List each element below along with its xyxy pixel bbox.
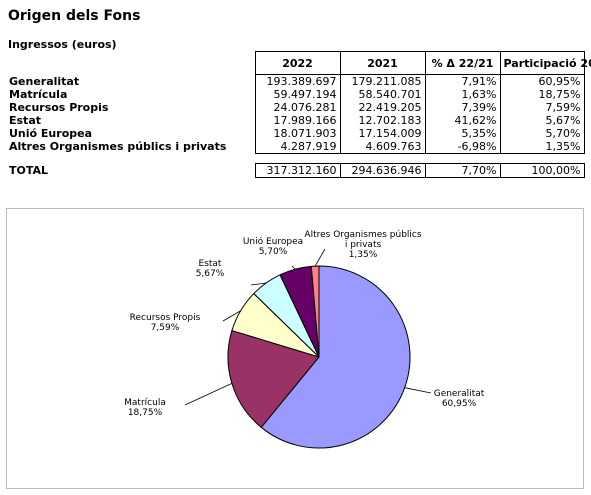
slice-label: Recursos Propis 7,59% [130, 313, 201, 333]
cell-share: 1,35% [499, 140, 585, 154]
column-header-2022: 2022 [254, 51, 341, 75]
slice-label: Matrícula 18,75% [124, 398, 166, 418]
page-title: Origen dels Fons [8, 8, 141, 24]
cell-change: 7,91% [424, 74, 501, 88]
table-subtitle: Ingressos (euros) [8, 38, 117, 51]
row-label: Estat [9, 114, 42, 127]
leader-line [250, 282, 267, 286]
table-row: Matrícula 59.497.194 58.540.701 1,63% 18… [6, 88, 585, 101]
cell-2022: 24.076.281 [254, 101, 341, 114]
leader-line [404, 387, 432, 394]
cell-2021: 17.154.009 [339, 127, 426, 140]
cell-2022: 18.071.903 [254, 127, 341, 140]
table-row: Recursos Propis 24.076.281 22.419.205 7,… [6, 101, 585, 114]
cell-share: 7,59% [499, 101, 585, 114]
cell-share: 5,70% [499, 127, 585, 140]
leader-line [291, 265, 296, 270]
cell-2022: 59.497.194 [254, 88, 341, 101]
total-label: TOTAL [9, 164, 49, 177]
row-label: Unió Europea [9, 127, 93, 140]
cell-2022: 17.989.166 [254, 114, 341, 127]
pie-slice-altres-organismes-p-blics-i-privats [310, 265, 320, 358]
cell-2021: 58.540.701 [339, 88, 426, 101]
cell-change: 5,35% [424, 127, 501, 140]
column-header-2021: 2021 [339, 51, 426, 75]
table-total-row: TOTAL 317.312.160 294.636.946 7,70% 100,… [6, 163, 585, 178]
cell-change: 1,63% [424, 88, 501, 101]
cell-share: 18,75% [499, 88, 585, 101]
cell-2021: 179.211.085 [339, 74, 426, 88]
cell-2022: 193.389.697 [254, 74, 341, 88]
cell-change: 7,39% [424, 101, 501, 114]
cell-change: -6,98% [424, 140, 501, 154]
leader-line [222, 310, 241, 322]
total-share: 100,00% [499, 163, 585, 178]
table-row: Estat 17.989.166 12.702.183 41,62% 5,67% [6, 114, 585, 127]
pie-chart-panel: Generalitat 60,95% Matrícula 18,75% Recursos… [6, 208, 584, 489]
slice-label: Generalitat 60,95% [434, 389, 485, 409]
cell-share: 60,95% [499, 74, 585, 88]
funds-table: 2022 2021 % Δ 22/21 Participació 2022 Ge… [6, 51, 591, 178]
row-label: Recursos Propis [9, 101, 109, 114]
table-header-blank [6, 52, 255, 75]
cell-2021: 4.609.763 [339, 140, 426, 154]
column-header-share: Participació 2022 [499, 51, 591, 75]
total-2021: 294.636.946 [339, 163, 426, 178]
table-spacer-row [6, 154, 584, 164]
leader-line [184, 383, 233, 406]
row-label: Generalitat [9, 74, 80, 88]
table-row: Unió Europea 18.071.903 17.154.009 5,35%… [6, 127, 585, 140]
row-label: Matrícula [9, 88, 68, 101]
cell-2022: 4.287.919 [254, 140, 341, 154]
cell-2021: 22.419.205 [339, 101, 426, 114]
slice-label: Estat 5,67% [196, 259, 225, 279]
column-header-change: % Δ 22/21 [424, 51, 501, 75]
total-2022: 317.312.160 [254, 163, 341, 178]
pie-slice-generalitat [260, 265, 411, 449]
cell-2021: 12.702.183 [339, 114, 426, 127]
table-row: Altres Organismes públics i privats 4.28… [6, 140, 585, 154]
table-header-row: 2022 2021 % Δ 22/21 Participació 2022 [6, 51, 591, 75]
pie-chart: Generalitat 60,95% Matrícula 18,75% Recursos… [124, 230, 485, 449]
total-change: 7,70% [424, 163, 501, 178]
cell-share: 5,67% [499, 114, 585, 127]
row-label: Altres Organismes públics i privats [9, 140, 227, 154]
cell-change: 41,62% [424, 114, 501, 127]
leader-line [314, 248, 326, 267]
slice-label: Altres Organismes públics i privats 1,35% [304, 230, 421, 260]
table-row: Generalitat 193.389.697 179.211.085 7,91… [6, 74, 585, 88]
slice-label: Unió Europea 5,70% [243, 236, 303, 257]
